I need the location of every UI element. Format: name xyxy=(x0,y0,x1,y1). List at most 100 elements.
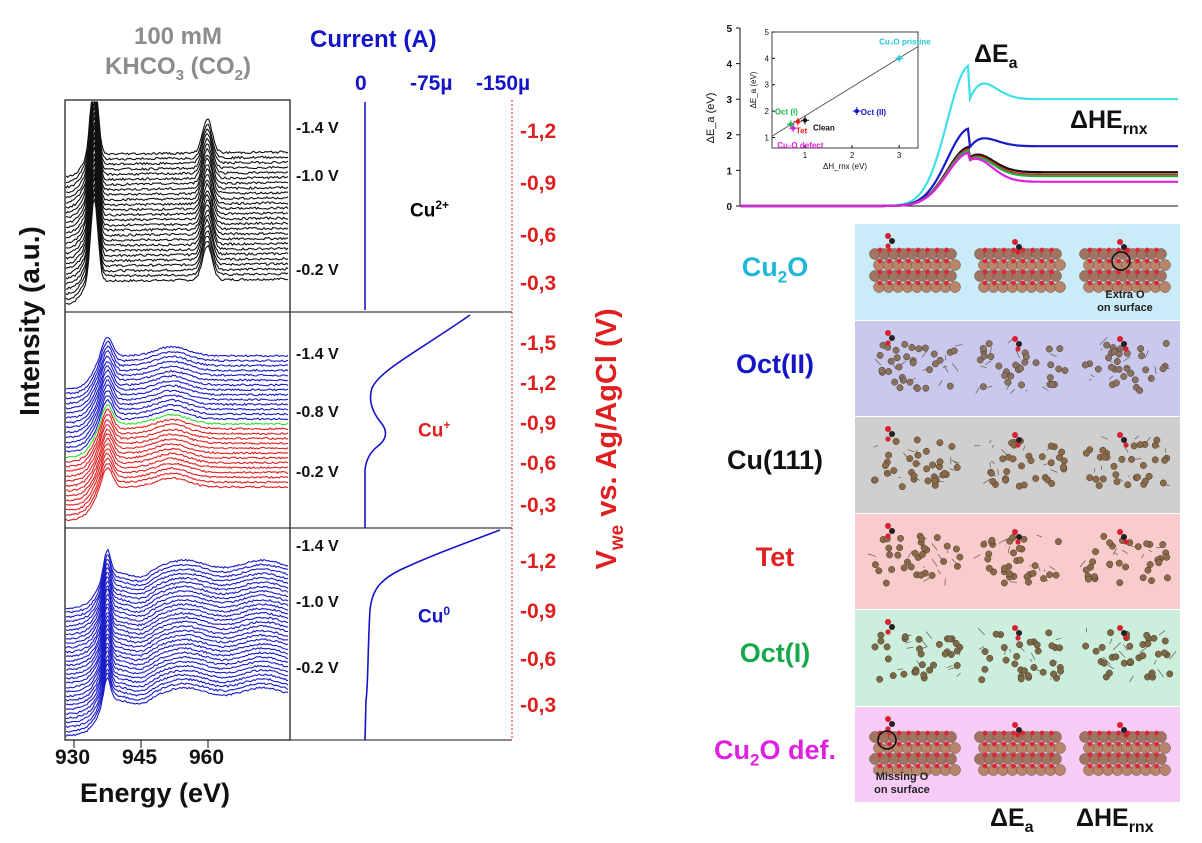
potential-tick: -0,3 xyxy=(520,494,557,517)
potential-tick: -0,9 xyxy=(520,172,557,195)
structure-images xyxy=(867,522,1171,586)
annotation-delta-ea: ΔEa xyxy=(974,40,1018,72)
spectrum-line xyxy=(65,390,289,444)
row-label: Cu2O xyxy=(741,252,809,287)
spectrum-line xyxy=(65,433,289,488)
electrolyte-label: 100 mM KHCO3 (CO2) xyxy=(78,22,278,91)
spectrum-line xyxy=(65,553,289,614)
slab-structure xyxy=(1079,721,1171,776)
potential-label: -1.4 V xyxy=(296,120,339,137)
slab-structure xyxy=(871,426,961,491)
slab-structure xyxy=(869,233,961,293)
x-tick-960: 960 xyxy=(189,746,225,769)
profile-y-tick: 4 xyxy=(726,60,732,71)
current-trace-2 xyxy=(364,314,471,528)
defect-circle xyxy=(877,729,897,750)
spectrum-line xyxy=(65,101,289,199)
potential-label: -0.2 V xyxy=(296,660,339,677)
row-label: Tet xyxy=(755,541,795,572)
slab-structure xyxy=(874,329,963,392)
potential-tick: -0,6 xyxy=(520,452,557,475)
potential-label: -1.4 V xyxy=(296,346,339,363)
spectrum-line xyxy=(65,398,289,453)
spectrum-line xyxy=(65,101,289,189)
spectrum-line xyxy=(65,572,289,631)
spectrum-line xyxy=(66,158,289,265)
potential-tick: -0,6 xyxy=(520,648,557,671)
x-axis-label: Energy (eV) xyxy=(80,778,231,808)
spectrum-line xyxy=(65,457,289,511)
spectrum-line xyxy=(65,101,289,184)
spectrum-line xyxy=(65,193,289,301)
defect-circle xyxy=(1111,251,1131,271)
slab-structure xyxy=(1082,432,1171,490)
inset-y-label: ΔE_a (eV) xyxy=(749,71,758,108)
inset-y-tick: 5 xyxy=(765,28,770,37)
spectrum-line xyxy=(65,646,289,706)
spectrum-line xyxy=(65,182,289,290)
inset-scatter: 1 2 3 1 2 3 4 5 Cu₂O pristine Oct (II) Oct (I) Tet C… xyxy=(749,28,931,171)
ion-label-cu0: Cu0 xyxy=(418,604,451,628)
inset-point xyxy=(790,126,796,131)
spectrum-line xyxy=(65,463,289,517)
slab-structure xyxy=(1079,239,1171,293)
spectrum-line xyxy=(65,606,289,667)
spectrum-line xyxy=(65,355,289,410)
x-tick-930: 930 xyxy=(55,746,91,769)
slab-structure xyxy=(974,721,1066,776)
slab-structure xyxy=(973,528,1062,586)
inset-y-tick: 4 xyxy=(765,54,770,63)
row-label: Oct(I) xyxy=(739,638,811,668)
spectrum-line xyxy=(65,567,289,628)
spectrum-line xyxy=(65,584,289,644)
spectrum-line xyxy=(65,379,289,434)
spectrum-line xyxy=(65,102,289,209)
spectrum-line xyxy=(65,122,289,229)
spectrum-line xyxy=(65,676,289,737)
potential-tick: -0,9 xyxy=(520,412,557,435)
spectrum-line xyxy=(65,101,289,194)
slab-structure xyxy=(869,715,961,776)
spectrum-line xyxy=(65,579,289,640)
spectrum-line xyxy=(65,146,289,255)
spectrum-line xyxy=(65,345,289,400)
row-structures xyxy=(855,610,1180,706)
spectrum-line xyxy=(65,395,289,449)
structure-images xyxy=(874,329,1170,394)
profile-y-tick: 2 xyxy=(726,131,732,142)
spectrum-line xyxy=(65,593,289,654)
spectrum-line xyxy=(65,131,289,239)
inset-point xyxy=(896,56,902,61)
potential-label: -0.2 V xyxy=(296,464,339,481)
bottom-label-delta-hernx: ΔHErnx xyxy=(1076,804,1154,836)
spectrum-line xyxy=(65,153,288,260)
inset-x-tick: 3 xyxy=(897,151,902,160)
potential-label: -0.2 V xyxy=(296,262,339,279)
inset-point xyxy=(854,108,859,114)
profile-series-line xyxy=(740,151,1178,208)
spectrum-line xyxy=(65,101,289,179)
current-trace-3 xyxy=(364,529,501,741)
spectrum-line xyxy=(66,111,288,219)
potential-tick: -0,3 xyxy=(520,694,557,717)
potential-tick: -1,2 xyxy=(520,120,557,143)
potential-tick: -1,2 xyxy=(520,372,557,395)
spectrum-line xyxy=(65,162,289,269)
profile-y-tick: 0 xyxy=(726,202,732,213)
spectrum-line xyxy=(65,126,289,234)
potential-label: -1.4 V xyxy=(296,538,339,555)
spectrum-line xyxy=(65,618,289,680)
structure-images xyxy=(871,426,1171,491)
current-tick-0: 0 xyxy=(355,72,367,95)
potential-label: -0.8 V xyxy=(296,404,339,421)
spectrum-line xyxy=(65,336,289,390)
profile-y-label: ΔE_a (eV) xyxy=(705,93,717,144)
spectrum-line xyxy=(65,662,288,724)
spectrum-line xyxy=(65,672,289,733)
spectrum-line xyxy=(65,361,289,414)
slab-structure xyxy=(974,432,1068,490)
